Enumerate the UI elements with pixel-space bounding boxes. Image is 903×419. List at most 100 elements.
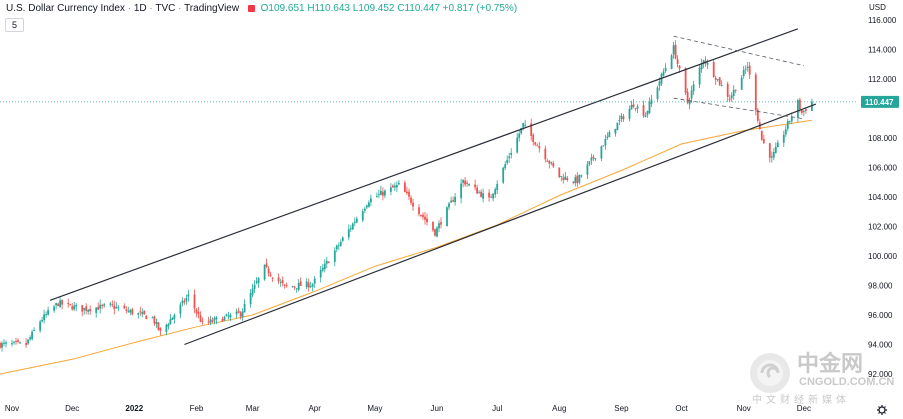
y-tick-label: 108.000	[868, 134, 897, 143]
currency-label[interactable]: USD	[869, 3, 886, 12]
candle-body	[476, 187, 478, 194]
chart-header: U.S. Dollar Currency Index · 1D · TVC · …	[6, 3, 518, 14]
price-axis[interactable]: 116.000 114.000 112.000 108.000 106.000 104.0…	[868, 16, 897, 379]
candle-body	[482, 193, 484, 199]
candle-body	[267, 268, 270, 274]
candle-body	[81, 305, 84, 312]
candle-body	[700, 63, 703, 70]
candle-body	[628, 108, 631, 119]
settings-gear-icon[interactable]	[877, 405, 887, 415]
candle-body	[748, 65, 751, 75]
candle-body	[518, 133, 521, 138]
candle-body	[608, 132, 611, 137]
candle-body	[183, 301, 186, 303]
candle-body	[552, 163, 555, 167]
candle-body	[376, 196, 378, 198]
candle-body	[558, 167, 561, 177]
candle-body	[636, 106, 639, 109]
candle-body	[742, 69, 745, 76]
x-tick-label: Dec	[65, 404, 79, 413]
candle-body	[440, 222, 442, 225]
candle-body	[801, 110, 803, 113]
candle-body	[510, 153, 513, 155]
x-tick-label: Nov	[737, 404, 751, 413]
candle-body	[209, 319, 212, 323]
candle-body	[592, 156, 595, 159]
candle-body	[71, 306, 74, 310]
candle-body	[313, 278, 316, 284]
candle-body	[684, 68, 687, 93]
channel-lower-line[interactable]	[184, 103, 817, 346]
candle-body	[75, 305, 78, 307]
interval-toggle-button[interactable]: 5	[5, 18, 24, 32]
interval-label[interactable]: 1D	[133, 3, 147, 14]
candle-body	[293, 286, 296, 288]
candle-body	[496, 183, 499, 191]
candle-body	[550, 162, 553, 164]
candle-body	[574, 177, 577, 184]
candle-body	[323, 263, 326, 269]
candle-body	[239, 312, 242, 317]
candle-body	[47, 310, 49, 315]
candle-body	[452, 200, 454, 202]
candle-body	[586, 164, 589, 175]
candle-body	[658, 81, 661, 86]
candle-body	[347, 229, 350, 238]
candle-body	[327, 261, 330, 263]
candle-body	[285, 285, 288, 287]
candle-body	[253, 284, 256, 289]
candle-body	[392, 185, 394, 188]
candle-body	[786, 121, 789, 129]
candle-body	[448, 203, 450, 208]
wedge-upper-line[interactable]	[673, 35, 804, 67]
x-tick-label: May	[367, 404, 382, 413]
candle-body	[237, 310, 240, 313]
candle-body	[740, 77, 743, 90]
time-axis[interactable]: Nov Dec 2022 Feb Mar Apr May Jun Jul Aug Sep Oct Nov…	[5, 404, 811, 413]
candle-body	[572, 181, 575, 183]
candle-body	[73, 305, 76, 310]
market-status-icon	[247, 4, 255, 12]
candle-body	[384, 190, 386, 196]
candle-body	[522, 123, 525, 128]
candle-body	[594, 158, 597, 160]
candle-body	[173, 314, 176, 319]
candle-body	[760, 130, 763, 140]
candle-body	[590, 157, 593, 161]
watermark-sub: 中文财经新媒体	[752, 393, 850, 406]
candle-body	[368, 202, 370, 207]
candle-body	[506, 159, 509, 163]
candle-body	[335, 245, 338, 250]
candle-body	[378, 194, 380, 196]
candle-body	[478, 192, 480, 194]
candle-body	[87, 310, 90, 312]
candle-body	[620, 115, 623, 120]
candle-body	[25, 343, 27, 345]
candle-body	[169, 319, 172, 325]
symbol-name[interactable]: U.S. Dollar Currency Index	[6, 3, 125, 14]
candle-body	[474, 184, 476, 188]
x-tick-label: Mar	[246, 404, 260, 413]
candle-body	[123, 305, 126, 309]
candle-body	[101, 305, 104, 306]
channel-upper-line[interactable]	[49, 28, 799, 301]
candle-body	[113, 305, 116, 310]
trendlines[interactable]	[49, 28, 817, 346]
candle-body	[305, 281, 308, 287]
candle-body	[618, 120, 621, 121]
candle-body	[398, 182, 400, 185]
candle-body	[446, 207, 448, 227]
candle-body	[339, 241, 342, 246]
y-tick-label: 96.000	[868, 311, 893, 320]
candle-body	[0, 342, 1, 348]
candle-body	[436, 227, 438, 237]
candle-body	[424, 216, 426, 220]
candle-body	[39, 321, 41, 331]
wedge-lower-line[interactable]	[673, 97, 804, 120]
candle-body	[263, 264, 266, 280]
candle-body	[494, 189, 497, 195]
candle-body	[770, 156, 773, 158]
candle-body	[271, 277, 274, 279]
candle-body	[380, 190, 382, 195]
